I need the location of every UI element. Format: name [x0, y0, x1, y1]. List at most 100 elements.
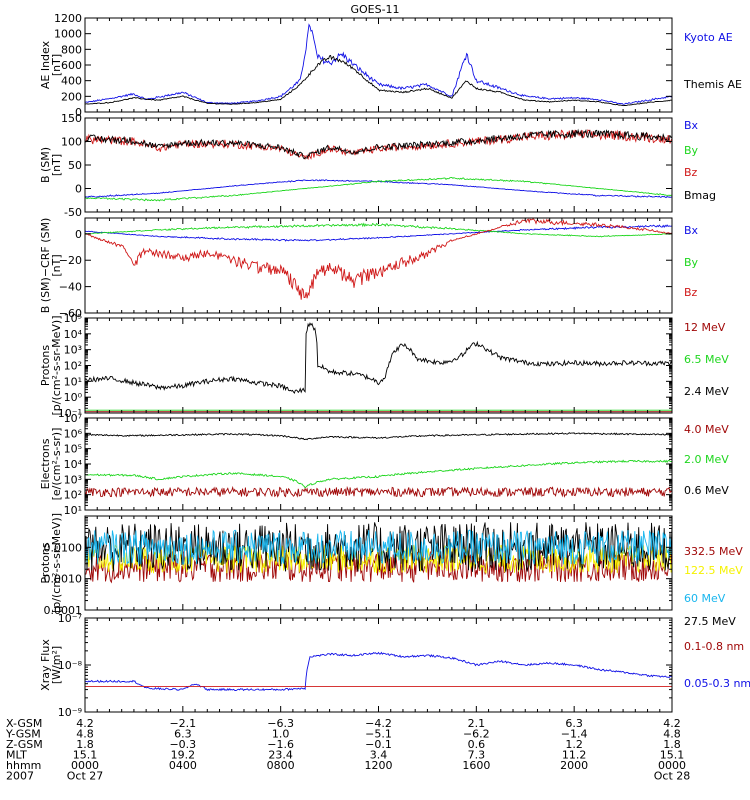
ephemeris-value: −2.1 — [169, 717, 196, 730]
panel-frame — [84, 417, 673, 511]
y-axis-units: [nT] — [50, 54, 63, 76]
panel-bdiff: −60 −40 −20 0 B (SM)−CRF (SM)[nT] Bx By Bz — [39, 217, 699, 320]
y-axis-label: AE Index — [39, 40, 52, 89]
legend-entry: 2.4 MeV — [684, 385, 729, 398]
ephemeris-table: X-GSM 4.2 −2.1 −6.3 −4.2 2.1 6.3 4.2 Y-GSM 4.8 6.3… — [5, 717, 690, 783]
ephemeris-value: 0000 — [658, 759, 686, 772]
ephemeris-value: 1.2 — [565, 738, 583, 751]
series-group — [85, 218, 672, 300]
y-tick-label: 0.0100 — [44, 541, 83, 554]
y-tick-label: 10¹ — [64, 375, 82, 388]
ephemeris-value: −4.2 — [365, 717, 392, 730]
legend-entry: By — [684, 144, 699, 157]
ephemeris-row-label: 2007 — [6, 770, 34, 783]
legend-entry: 60 MeV — [684, 592, 726, 605]
ephemeris-value: 4.8 — [76, 728, 94, 741]
legend-entry: 6.5 MeV — [684, 353, 729, 366]
legend-entry: Bz — [684, 166, 698, 179]
y-axis-units: [nT] — [50, 154, 63, 176]
ephemeris-value: 1.8 — [76, 738, 94, 751]
ephemeris-value: 4.2 — [663, 717, 681, 730]
y-tick-label: 1200 — [54, 12, 82, 25]
y-tick-label: 400 — [61, 75, 82, 88]
ephemeris-row-label: X-GSM — [6, 717, 42, 730]
ephemeris-value: 19.2 — [171, 749, 196, 762]
legend-entry: Bmag — [684, 189, 716, 202]
ephemeris-value: 2000 — [560, 759, 588, 772]
series-0-05-0-3-nm — [85, 651, 672, 692]
ephemeris-value: −5.1 — [365, 728, 392, 741]
panel-frame — [84, 317, 673, 414]
y-tick-label: 0 — [75, 228, 82, 241]
y-tick-label: 100 — [61, 136, 82, 149]
series-themis-ae — [85, 54, 672, 107]
legend-entry: Themis AE — [683, 78, 742, 91]
y-tick-label: 50 — [68, 159, 82, 172]
ephemeris-value: −0.3 — [169, 738, 196, 751]
y-tick-label: 10² — [64, 360, 82, 373]
y-tick-label: 10⁴ — [64, 328, 83, 341]
ephemeris-value: 1.0 — [272, 728, 290, 741]
y-tick-label: 10⁷ — [64, 412, 82, 425]
series-0-6-mev — [85, 432, 672, 441]
y-tick-label: 10⁵ — [64, 312, 82, 325]
y-tick-label: 0.0001 — [44, 604, 83, 617]
y-tick-label: 10³ — [64, 344, 82, 357]
y-tick-label: 0 — [75, 106, 82, 119]
ephemeris-value: 2.1 — [468, 717, 486, 730]
y-axis-label: B (SM)−CRF (SM) — [39, 218, 52, 314]
panel-xray: 10⁻⁹ 10⁻⁸ 10⁻⁷ Xray Flux[W/m²] 0.1-0.8 nm 0.0… — [39, 612, 750, 719]
ephemeris-value: −1.6 — [267, 738, 294, 751]
legend-entry: By — [684, 256, 699, 269]
series-bmag — [85, 128, 672, 160]
ephemeris-value: 11.2 — [562, 749, 587, 762]
series-group — [85, 23, 672, 107]
y-axis-units: [p/(cm²-s-sr-MeV)] — [50, 513, 63, 613]
ephemeris-value: 0.6 — [468, 738, 486, 751]
series-122-5-mev — [85, 543, 672, 575]
ephemeris-value: 0400 — [169, 759, 197, 772]
legend-entry: 2.0 MeV — [684, 453, 729, 466]
series-group — [85, 432, 672, 498]
series-2-4-mev — [85, 322, 672, 395]
y-tick-label: 1000 — [54, 28, 82, 41]
y-tick-label: 10⁻⁸ — [58, 659, 83, 672]
y-axis-label: Electrons — [39, 438, 52, 489]
series-2-0-mev — [85, 459, 672, 489]
legend-entry: Kyoto AE — [684, 31, 733, 44]
series-bz — [85, 129, 672, 161]
y-axis-label: B (SM) — [39, 147, 52, 183]
ephemeris-row-label: MLT — [6, 749, 27, 762]
legend-entry: Bz — [684, 286, 698, 299]
ephemeris-row-label: Z-GSM — [6, 738, 43, 751]
y-tick-label: 10² — [64, 489, 82, 502]
y-axis-units: [W/m²] — [50, 646, 63, 684]
y-tick-label: 10⁵ — [64, 443, 82, 456]
y-axis-label: Protons — [39, 345, 52, 386]
legend-entry: 27.5 MeV — [684, 615, 736, 628]
y-tick-label: −40 — [59, 281, 82, 294]
ephemeris-row-label: Y-GSM — [5, 728, 41, 741]
series-bx — [85, 224, 672, 242]
y-tick-label: 10⁴ — [64, 458, 83, 471]
panel-frame — [84, 617, 673, 713]
y-tick-label: 600 — [61, 59, 82, 72]
legend-entry: Bx — [684, 119, 699, 132]
ephemeris-value: 15.1 — [73, 749, 98, 762]
panel-bsm: -50 0 50 100 150 B (SM)[nT] Bx By Bz Bmag — [39, 112, 716, 219]
series-bz — [85, 218, 672, 300]
series-group — [85, 322, 672, 413]
legend-entry: 12 MeV — [684, 321, 726, 334]
series-4-0-mev — [85, 485, 672, 498]
panel-protons_high: 0.0001 0.0010 0.0100Protons[p/(cm²-s-sr-Me… — [39, 513, 743, 628]
series-group — [85, 651, 672, 692]
ephemeris-value: 3.4 — [370, 749, 388, 762]
panel-frame — [84, 217, 673, 314]
panel-protons_low: 10⁻¹ 10⁰ 10¹ 10² 10³ 10⁴ 10⁵ Protons[p/(cm²-s-s… — [39, 312, 729, 420]
ephemeris-value: −1.4 — [561, 728, 588, 741]
panel-electrons: 10¹ 10² 10³ 10⁴ 10⁵ 10⁶ 10⁷ Electrons[e/(cm²-s-… — [39, 412, 729, 517]
series-kyoto-ae — [85, 23, 672, 105]
y-tick-label: 10⁰ — [64, 391, 83, 404]
ephemeris-value: −6.2 — [463, 728, 490, 741]
ephemeris-value: 1600 — [462, 759, 490, 772]
